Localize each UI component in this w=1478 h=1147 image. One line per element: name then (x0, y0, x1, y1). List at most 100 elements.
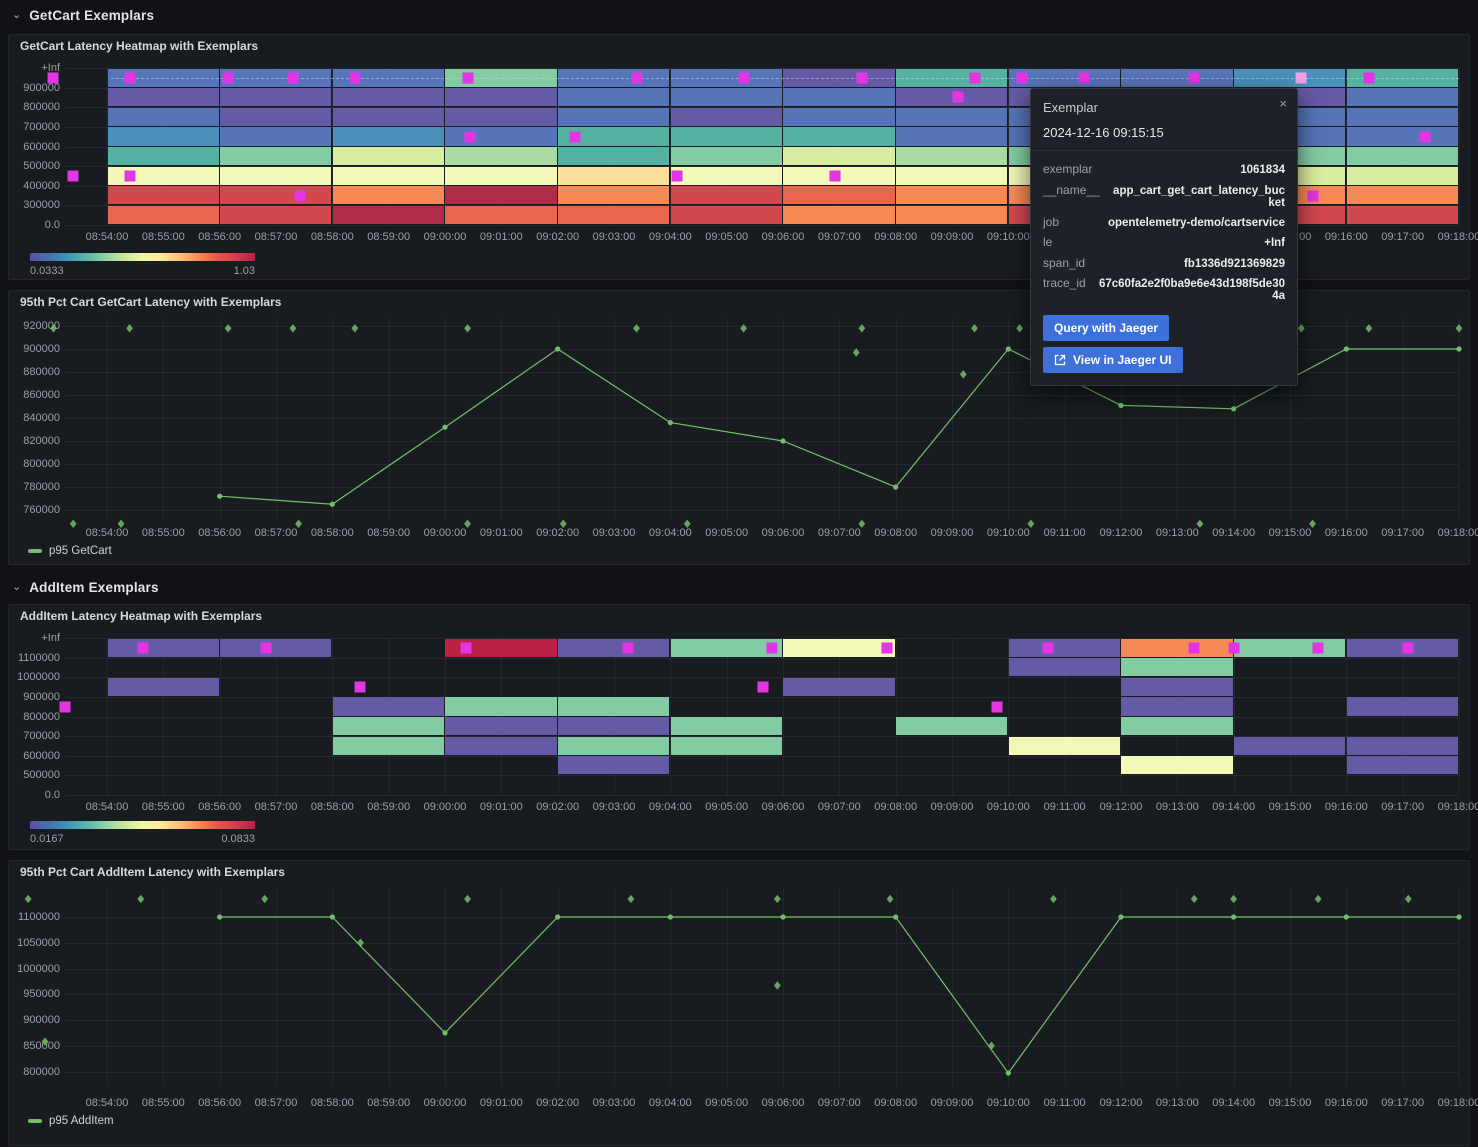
heatmap-cell[interactable] (1234, 638, 1346, 657)
heatmap-cell[interactable] (107, 638, 219, 657)
heatmap-cell[interactable] (332, 186, 444, 205)
exemplar-marker[interactable] (59, 701, 71, 713)
legend-p95-additem[interactable]: p95 AddItem (28, 1115, 114, 1127)
exemplar-marker[interactable] (260, 642, 272, 654)
heatmap-cell[interactable] (1008, 736, 1120, 755)
heatmap-cell[interactable] (445, 147, 557, 166)
heatmap-cell[interactable] (670, 88, 782, 107)
exemplar-marker[interactable] (1402, 642, 1414, 654)
query-with-jaeger-button[interactable]: Query with Jaeger (1043, 315, 1170, 342)
heatmap-cell[interactable] (1346, 107, 1458, 126)
heatmap-cell[interactable] (896, 717, 1008, 736)
heatmap-cell[interactable] (445, 107, 557, 126)
exemplar-marker[interactable] (969, 72, 981, 84)
heatmap-cell[interactable] (783, 638, 895, 657)
heatmap-cell[interactable] (896, 107, 1008, 126)
heatmap-cell[interactable] (107, 205, 219, 224)
heatmap-cell[interactable] (558, 88, 670, 107)
heatmap-cell[interactable] (220, 638, 332, 657)
section-header-getcart[interactable]: ⌄ GetCart Exemplars (0, 0, 1478, 30)
heatmap-cell[interactable] (558, 186, 670, 205)
exemplar-marker[interactable] (294, 190, 306, 202)
exemplar-marker[interactable] (757, 681, 769, 693)
heatmap-cell[interactable] (332, 88, 444, 107)
heatmap-cell[interactable] (332, 205, 444, 224)
heatmap-cell[interactable] (670, 205, 782, 224)
heatmap-cell[interactable] (1346, 638, 1458, 657)
exemplar-marker[interactable] (349, 72, 361, 84)
heatmap-cell[interactable] (896, 186, 1008, 205)
heatmap-cell[interactable] (107, 127, 219, 146)
heatmap-cell[interactable] (1121, 756, 1233, 775)
exemplar-marker[interactable] (47, 72, 59, 84)
exemplar-marker[interactable] (1016, 72, 1028, 84)
heatmap-cell[interactable] (1234, 68, 1346, 87)
heatmap-cell[interactable] (1121, 677, 1233, 696)
heatmap-cell[interactable] (783, 147, 895, 166)
heatmap-cell[interactable] (445, 736, 557, 755)
heatmap-cell[interactable] (332, 166, 444, 185)
exemplar-marker[interactable] (462, 72, 474, 84)
heatmap-cell[interactable] (558, 638, 670, 657)
heatmap-cell[interactable] (1346, 166, 1458, 185)
exemplar-marker[interactable] (354, 681, 366, 693)
exemplar-marker[interactable] (738, 72, 750, 84)
heatmap-cell[interactable] (783, 205, 895, 224)
heatmap-cell[interactable] (558, 166, 670, 185)
exemplar-marker[interactable] (569, 131, 581, 143)
heatmap-cell[interactable] (332, 68, 444, 87)
exemplar-marker[interactable] (137, 642, 149, 654)
exemplar-marker[interactable] (1078, 72, 1090, 84)
heatmap-cell[interactable] (1346, 736, 1458, 755)
view-in-jaeger-ui-button[interactable]: View in Jaeger UI (1043, 347, 1183, 374)
exemplar-marker[interactable] (222, 72, 234, 84)
heatmap-cell[interactable] (445, 697, 557, 716)
heatmap-cell[interactable] (670, 127, 782, 146)
heatmap-cell[interactable] (220, 88, 332, 107)
exemplar-marker[interactable] (67, 170, 79, 182)
heatmap-cell[interactable] (558, 147, 670, 166)
heatmap-cell[interactable] (1346, 697, 1458, 716)
heatmap-cell[interactable] (1346, 147, 1458, 166)
heatmap-cell[interactable] (220, 205, 332, 224)
exemplar-marker[interactable] (766, 642, 778, 654)
heatmap-cell[interactable] (558, 697, 670, 716)
panel-title-getcart-latency[interactable]: 95th Pct Cart GetCart Latency with Exemp… (20, 295, 282, 309)
heatmap-cell[interactable] (332, 147, 444, 166)
exemplar-marker[interactable] (671, 170, 683, 182)
heatmap-cell[interactable] (896, 88, 1008, 107)
heatmap-cell[interactable] (670, 166, 782, 185)
heatmap-cell[interactable] (896, 147, 1008, 166)
panel-title-getcart-heatmap[interactable]: GetCart Latency Heatmap with Exemplars (20, 39, 259, 53)
exemplar-marker[interactable] (856, 72, 868, 84)
exemplar-marker[interactable] (1419, 131, 1431, 143)
heatmap-cell[interactable] (558, 736, 670, 755)
close-icon[interactable]: × (1279, 96, 1287, 111)
heatmap-cell[interactable] (670, 68, 782, 87)
heatmap-cell[interactable] (896, 166, 1008, 185)
exemplar-marker[interactable] (124, 170, 136, 182)
heatmap-cell[interactable] (670, 717, 782, 736)
heatmap-cell[interactable] (1234, 736, 1346, 755)
heatmap-cell[interactable] (445, 68, 557, 87)
heatmap-cell[interactable] (670, 186, 782, 205)
exemplar-marker[interactable] (1363, 72, 1375, 84)
section-header-additem[interactable]: ⌄ AddItem Exemplars (0, 572, 1478, 602)
heatmap-cell[interactable] (445, 205, 557, 224)
exemplar-marker[interactable] (1228, 642, 1240, 654)
exemplar-marker[interactable] (124, 72, 136, 84)
heatmap-cell[interactable] (783, 677, 895, 696)
heatmap-cell[interactable] (107, 677, 219, 696)
heatmap-cell[interactable] (783, 186, 895, 205)
heatmap-cell[interactable] (1121, 68, 1233, 87)
heatmap-cell[interactable] (670, 736, 782, 755)
exemplar-marker[interactable] (1307, 190, 1319, 202)
heatmap-cell[interactable] (558, 756, 670, 775)
heatmap-cell[interactable] (1346, 205, 1458, 224)
legend-p95-getcart[interactable]: p95 GetCart (28, 545, 112, 557)
heatmap-cell[interactable] (1008, 638, 1120, 657)
heatmap-cell[interactable] (558, 205, 670, 224)
heatmap-cell[interactable] (332, 736, 444, 755)
heatmap-cell[interactable] (445, 186, 557, 205)
heatmap-cell[interactable] (783, 88, 895, 107)
